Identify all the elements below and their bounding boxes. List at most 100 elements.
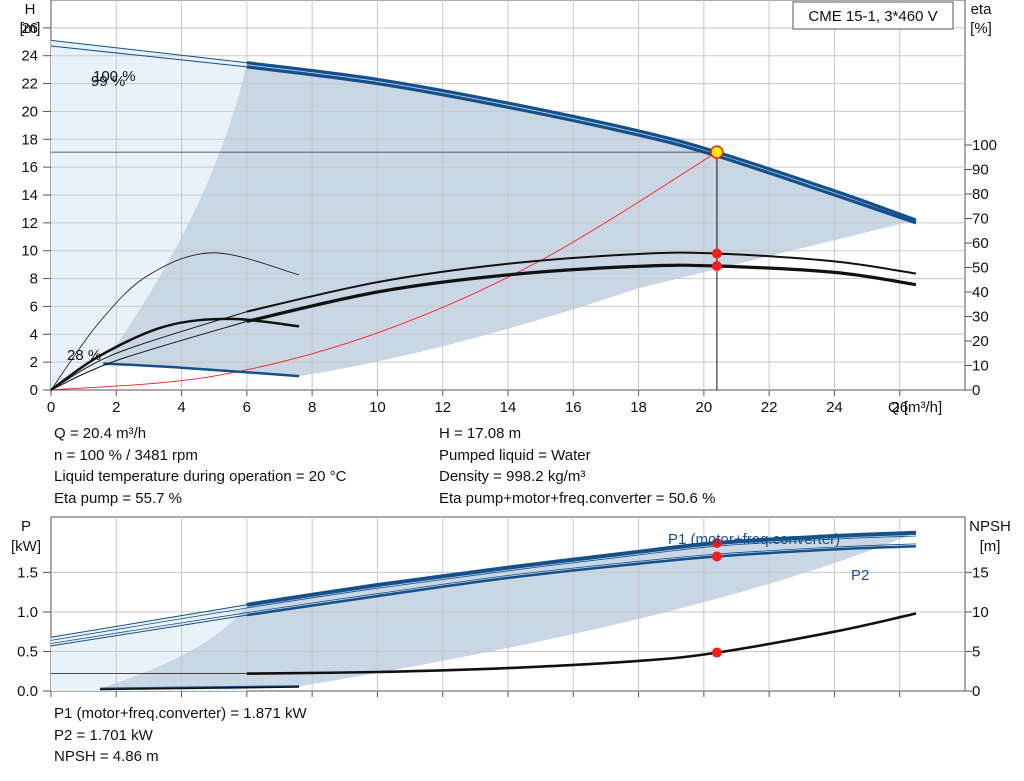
y2-tick-label: 50 (972, 260, 989, 277)
npsh-axis-unit: [m] (980, 538, 1001, 555)
head-curve-100-extrapolated (50, 39, 247, 64)
eta-total-curve (246, 263, 917, 323)
result-pumped-liquid: Pumped liquid = Water (439, 446, 591, 464)
head-curve-100 (246, 61, 917, 222)
y2-tick-label: 100 (972, 137, 997, 154)
y-tick-label: 2 (30, 354, 38, 371)
p1-curve (246, 530, 917, 607)
p-tick-label: 0.0 (17, 683, 38, 700)
head-panel: 0 2 4 6 8 10 12 14 16 18 20 22 24 2602468101214161820… (21, 0, 997, 416)
eta-pump-curve (246, 251, 917, 313)
p2-28-curve (99, 686, 300, 691)
eta-pump-marker (711, 248, 722, 259)
p2-marker (711, 551, 722, 562)
npsh-axis-label: NPSH (969, 518, 1011, 535)
y-tick-label: 10 (21, 243, 38, 260)
y-axis-unit: [m] (20, 20, 41, 37)
y-tick-label: 16 (21, 159, 38, 176)
p1-curve-extrapolated (50, 604, 247, 638)
npsh-tick-label: 0 (972, 683, 980, 700)
results-left: Q = 20.4 m³/h n = 100 % / 3481 rpm Liqui… (54, 423, 346, 509)
x-tick-label: 26 (891, 399, 908, 416)
npsh-tick-label: 5 (972, 643, 980, 660)
y-tick-label: 8 (30, 271, 38, 288)
y2-tick-label: 80 (972, 186, 989, 203)
y2-tick-label: 0 (972, 382, 980, 399)
x-tick-label: 8 (308, 399, 316, 416)
npsh-tick-label: 10 (972, 604, 989, 621)
result-p2: P2 = 1.701 kW (54, 726, 153, 744)
y2-axis-label: eta (971, 1, 993, 18)
result-eta-pump: Eta pump = 55.7 % (54, 489, 182, 507)
y2-tick-label: 70 (972, 211, 989, 228)
y2-tick-label: 90 (972, 162, 989, 179)
speed-label-28: 28 % (67, 347, 101, 364)
result-liquid-temp: Liquid temperature during operation = 20… (54, 468, 347, 485)
x-axis-label: Q [m³/h] (888, 399, 942, 416)
duty-point-marker (710, 145, 724, 159)
result-p1: P1 (motor+freq.converter) = 1.871 kW (54, 705, 307, 722)
npsh-curve (246, 612, 917, 675)
x-tick-label: 16 (565, 399, 582, 416)
p1-curve-outline (50, 535, 917, 641)
p2-curve-extrapolated (50, 614, 247, 647)
y2-tick-label: 20 (972, 333, 989, 350)
result-eta-total: Eta pump+motor+freq.converter = 50.6 % (439, 489, 716, 507)
eta-total-marker (711, 261, 722, 272)
head-curve-99 (246, 65, 917, 225)
eta-28-thin-curve (50, 252, 300, 391)
x-tick-label: 14 (500, 399, 517, 416)
p-tick-label: 0.5 (17, 643, 38, 660)
head-curve-28 (103, 362, 300, 378)
p-tick-label: 1.0 (17, 604, 38, 621)
legend-p2: P2 (851, 567, 869, 584)
p-axis-unit: [kW] (11, 538, 41, 555)
eta-pump-curve-extrapolated (50, 311, 248, 391)
x-tick-label: 2 (112, 399, 120, 416)
results-bottom: P1 (motor+freq.converter) = 1.871 kW P2 … (54, 703, 307, 768)
eta-total-curve-extrapolated (50, 320, 248, 391)
speed-label-99: 99 % (91, 73, 125, 90)
npsh-tick-label: 15 (972, 564, 989, 581)
y-tick-label: 20 (21, 103, 38, 120)
x-tick-label: 18 (630, 399, 647, 416)
speed-label-100: 100 % (93, 68, 136, 85)
x-tick-label: 10 (369, 399, 386, 416)
p-tick-label: 1.5 (17, 564, 38, 581)
x-tick-label: 4 (177, 399, 185, 416)
y2-axis-unit: [%] (970, 20, 992, 37)
result-density: Density = 998.2 kg/m³ (439, 468, 586, 485)
chart-title: CME 15-1, 3*460 V (808, 8, 937, 25)
y-tick-label: 12 (21, 215, 38, 232)
y-tick-label: 24 (21, 48, 38, 65)
y2-tick-label: 10 (972, 358, 989, 375)
y-tick-label: 0 (30, 382, 38, 399)
y2-tick-label: 30 (972, 309, 989, 326)
result-flow: Q = 20.4 m³/h (54, 425, 147, 442)
y-tick-label: 14 (21, 187, 38, 204)
result-speed: n = 100 % / 3481 rpm (54, 446, 198, 464)
x-tick-label: 24 (826, 399, 843, 416)
y2-tick-label: 60 (972, 235, 989, 252)
title-box (792, 1, 954, 30)
results-right: H = 17.08 m Pumped liquid = Water Densit… (439, 423, 715, 509)
x-tick-label: 22 (761, 399, 778, 416)
power-panel: 0.0 0.5 1.0 1.5 0 5 10 15 (17, 517, 989, 700)
y-tick-label: 22 (21, 76, 38, 93)
x-tick-label: 12 (434, 399, 451, 416)
p2-curve-outline (50, 543, 917, 644)
p-axis-label: P (21, 518, 31, 535)
system-curve (50, 151, 718, 391)
y-axis-label: H (25, 1, 36, 18)
y-tick-label: 26 (21, 20, 38, 37)
npsh-marker (711, 647, 722, 658)
p2-curve (246, 545, 917, 617)
result-head: H = 17.08 m (439, 425, 522, 442)
legend-p1: P1 (motor+freq.converter) (668, 531, 840, 548)
y2-tick-label: 40 (972, 284, 989, 301)
x-tick-label: 20 (696, 399, 713, 416)
result-npsh: NPSH = 4.86 m (54, 748, 159, 765)
y-tick-label: 6 (30, 298, 38, 315)
head-curve-99-extrapolated (50, 45, 247, 68)
